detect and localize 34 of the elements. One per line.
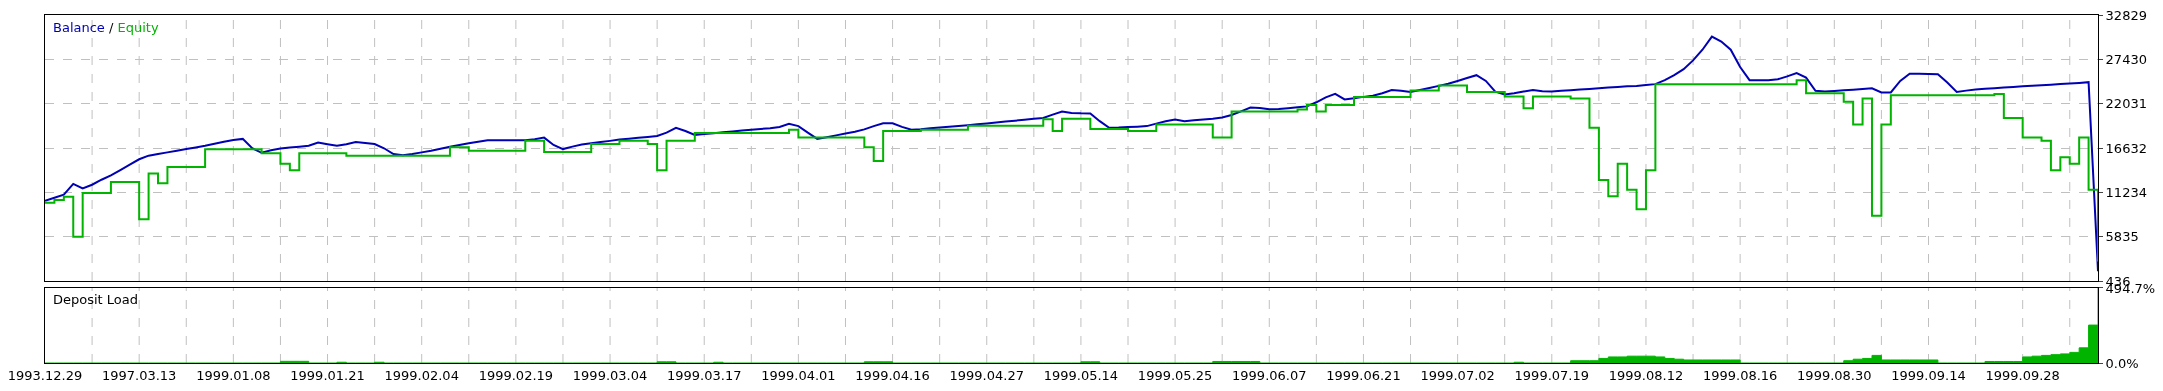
x-tick-label: 1999.01.08 bbox=[196, 367, 271, 383]
y-tick-label: 32829 bbox=[2105, 7, 2147, 23]
annotation: / bbox=[108, 20, 114, 35]
x-tick-label: 1999.07.19 bbox=[1514, 367, 1590, 383]
text: Equity bbox=[117, 20, 159, 35]
y-tick-label: 22031 bbox=[2105, 96, 2147, 112]
x-tick-label: 1999.09.14 bbox=[1891, 367, 1966, 383]
x-tick-label: 1999.03.04 bbox=[572, 367, 648, 383]
x-tick-label: 1999.06.21 bbox=[1326, 367, 1401, 383]
text: Balance bbox=[53, 20, 105, 35]
x-tick-label: 1999.02.04 bbox=[384, 367, 459, 383]
y-tick-label: 0.0% bbox=[2105, 355, 2139, 371]
x-tick-label: 1997.03.13 bbox=[101, 367, 177, 383]
x-tick-label: 1999.05.14 bbox=[1043, 367, 1119, 383]
x-tick-label: 1999.01.21 bbox=[290, 367, 365, 383]
x-tick-label: 1999.05.25 bbox=[1137, 367, 1213, 383]
y-tick-label: 16632 bbox=[2105, 140, 2147, 156]
x-tick-label: 1999.09.28 bbox=[1985, 367, 2060, 383]
x-tick-label: 1999.08.30 bbox=[1797, 367, 1872, 383]
y-tick-label: 5835 bbox=[2105, 229, 2139, 245]
y-tick-label: 11234 bbox=[2105, 184, 2147, 200]
x-tick-label: 1999.04.16 bbox=[855, 367, 930, 383]
x-tick-label: 1999.06.07 bbox=[1232, 367, 1307, 383]
x-tick-label: 1999.08.12 bbox=[1608, 367, 1684, 383]
y-tick-label: 27430 bbox=[2105, 51, 2147, 67]
x-tick-label: 1999.02.19 bbox=[478, 367, 554, 383]
x-tick-label: 1999.04.01 bbox=[761, 367, 836, 383]
x-tick-label: 1999.04.27 bbox=[949, 367, 1024, 383]
x-tick-label: 1993.12.29 bbox=[7, 367, 83, 383]
x-tick-label: 1999.08.16 bbox=[1702, 367, 1778, 383]
line-series bbox=[45, 35, 2098, 273]
chart-title: Deposit Load bbox=[53, 292, 139, 307]
x-tick-label: 1999.07.02 bbox=[1420, 367, 1495, 383]
x-tick-label: 1999.03.17 bbox=[667, 367, 742, 383]
